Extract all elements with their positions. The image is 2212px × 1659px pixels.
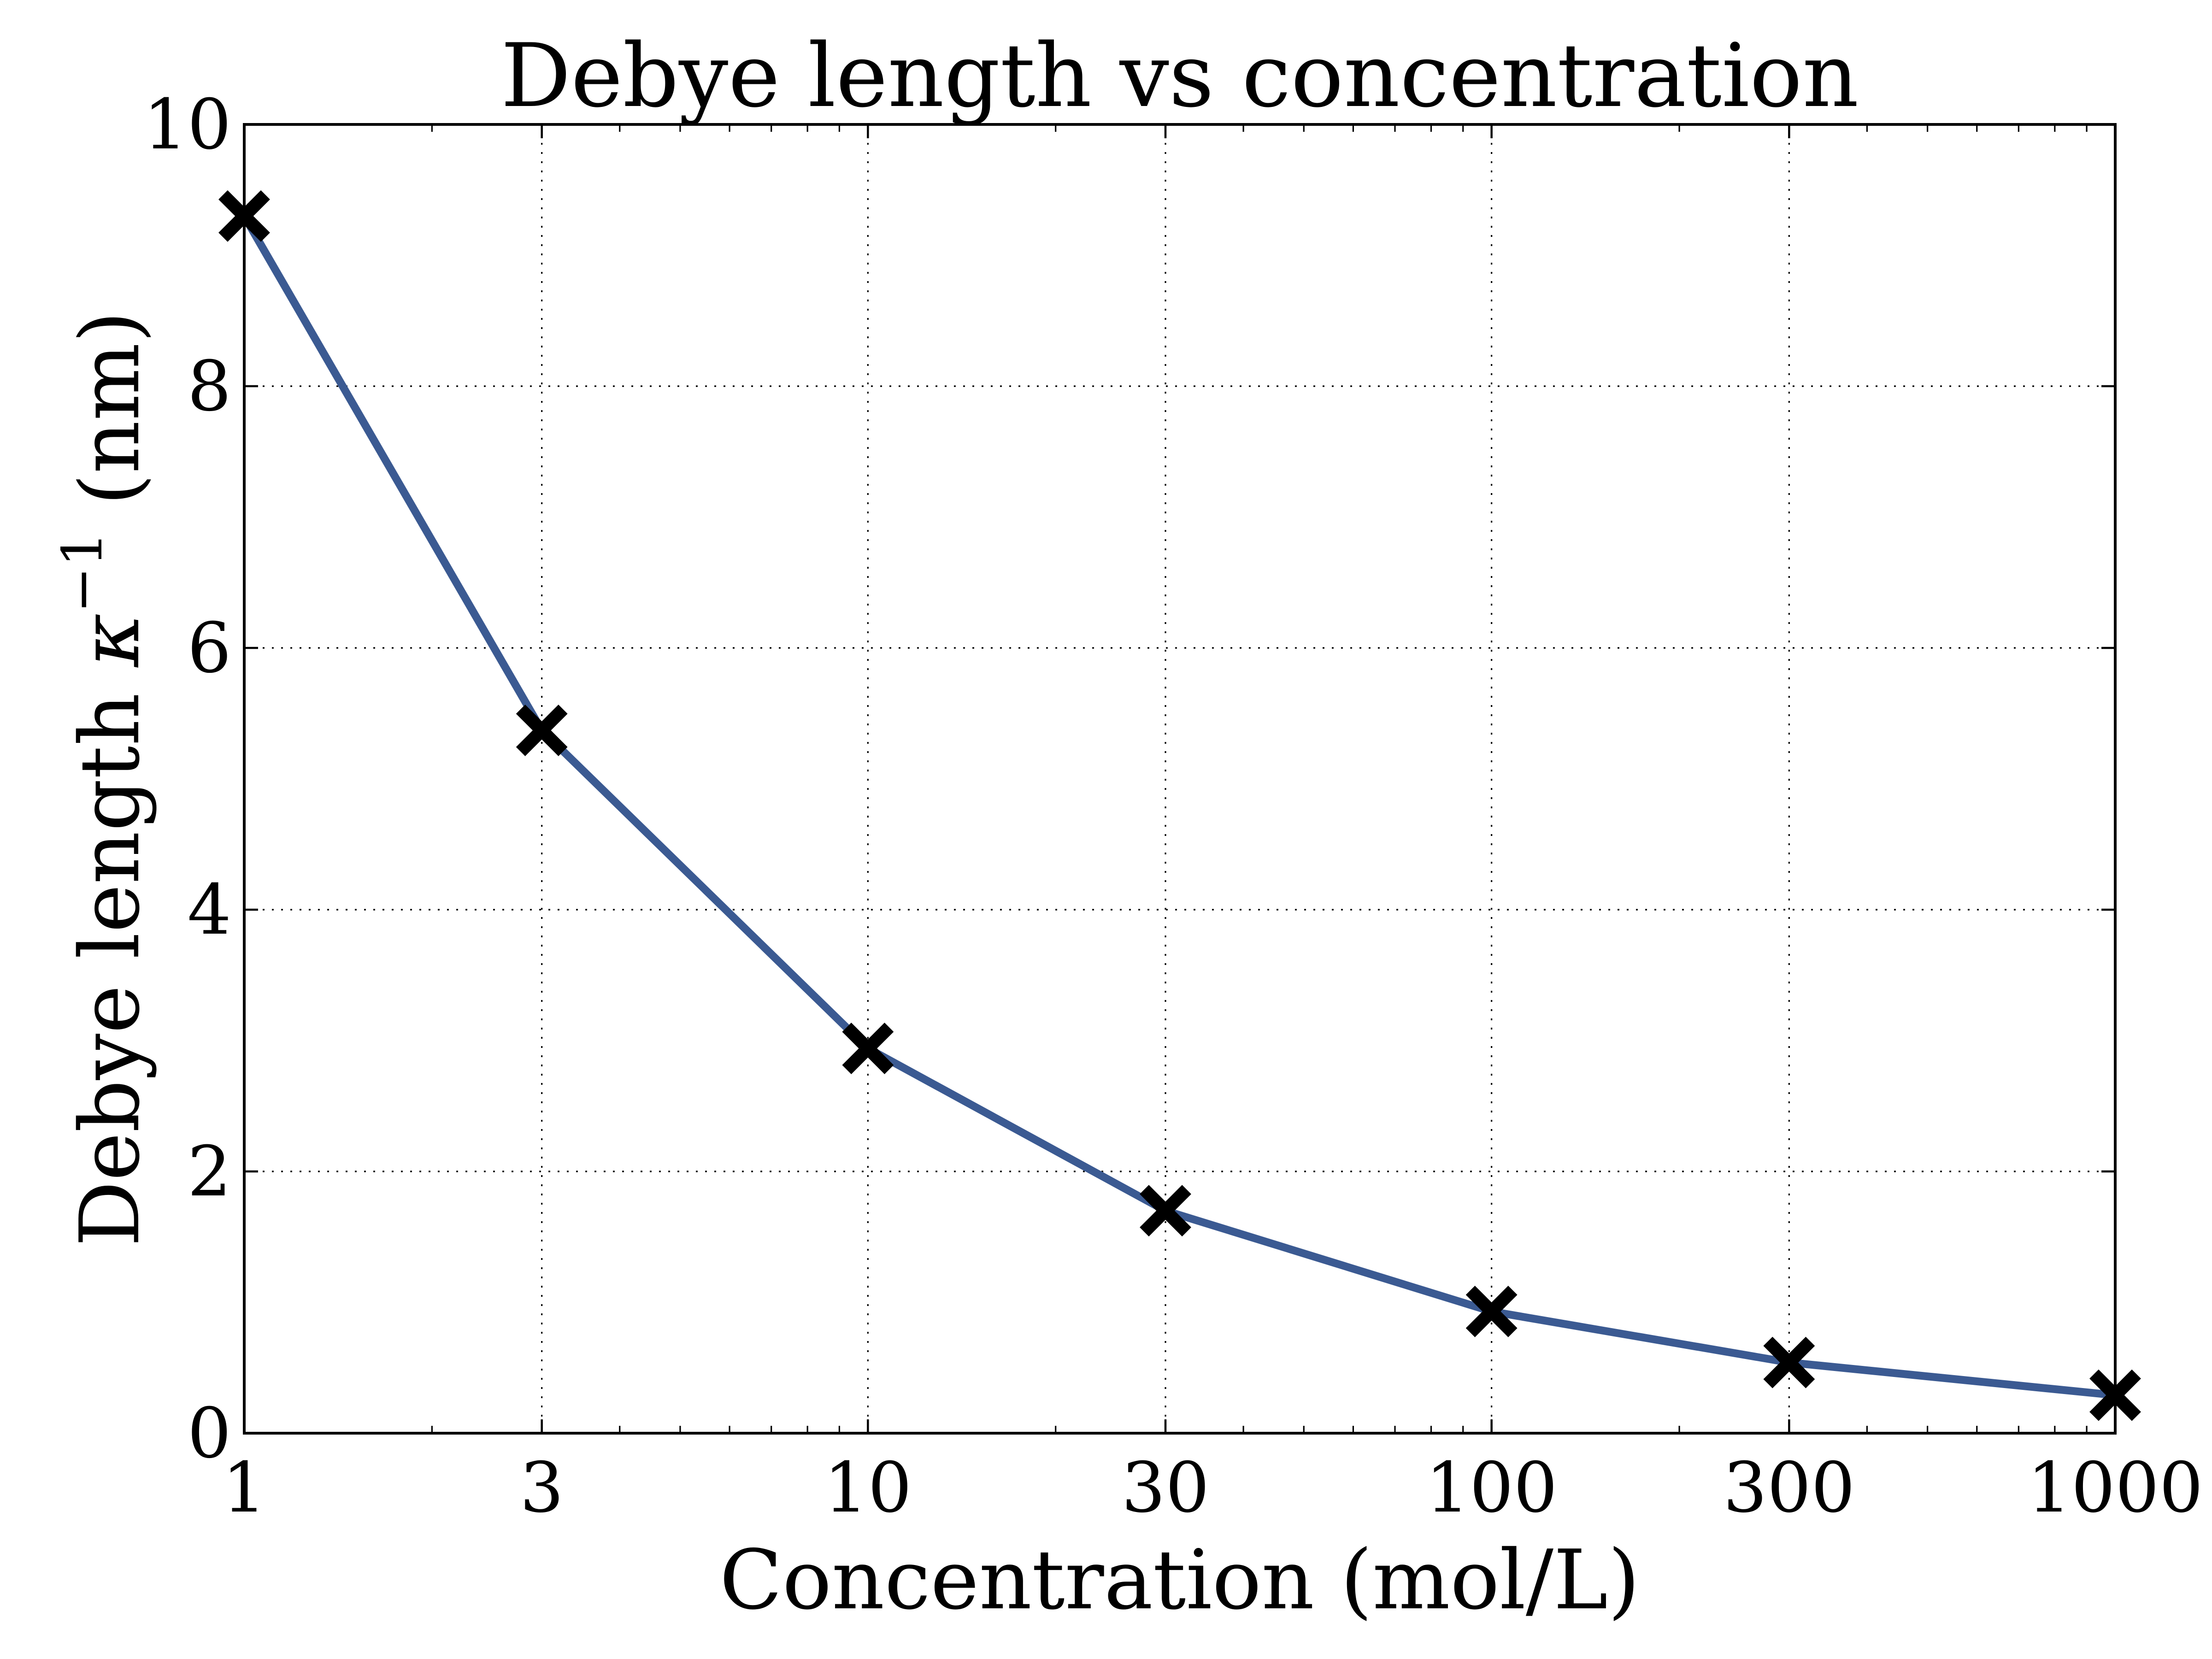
marker-stroke: [1465, 1285, 1518, 1337]
y-axis-label-exponent: −1: [51, 532, 115, 613]
x-tick-label: 10: [824, 1448, 912, 1528]
x-tick-label: 100: [1426, 1448, 1558, 1528]
y-axis-label-suffix: (nm): [62, 311, 158, 532]
marker-stroke: [1140, 1185, 1191, 1237]
axis-ticks: [243, 123, 2117, 1435]
x-axis-label: Concentration (mol/L): [719, 1532, 1640, 1628]
y-tick-label: 0: [188, 1394, 231, 1474]
y-tick-label: 6: [188, 608, 231, 688]
x-tick-label: 300: [1723, 1448, 1855, 1528]
plot-frame: [243, 123, 2117, 1435]
data-point-marker: [842, 1023, 894, 1074]
y-axis-label-kappa: κ: [62, 613, 158, 668]
chart-title: Debye length vs concentration: [501, 25, 1859, 127]
x-tick-label: 30: [1122, 1448, 1210, 1528]
y-tick-label: 10: [143, 85, 231, 165]
x-tick-label: 1000: [2027, 1448, 2203, 1528]
y-axis-label-prefix: Debye length: [62, 667, 158, 1247]
marker-stroke: [842, 1023, 894, 1074]
data-point-marker: [516, 705, 568, 756]
y-tick-label: 8: [188, 347, 231, 427]
tick-labels: 1 3 10 30 100 300 1000 0 2 4 6 8 10: [143, 85, 2203, 1528]
marker-stroke: [516, 705, 568, 756]
data-point-marker: [1140, 1185, 1191, 1237]
grid: [244, 124, 2115, 1433]
series-layer: [218, 190, 2141, 1421]
x-tick-label: 1: [222, 1448, 266, 1528]
y-tick-label: 2: [188, 1132, 231, 1212]
data-point-marker: [1763, 1336, 1815, 1388]
x-tick-label: 3: [520, 1448, 564, 1528]
data-point-marker: [1465, 1285, 1518, 1337]
marker-stroke: [1763, 1336, 1815, 1388]
y-tick-label: 4: [188, 870, 231, 950]
y-axis-label: Debye length κ−1 (nm): [51, 311, 158, 1247]
